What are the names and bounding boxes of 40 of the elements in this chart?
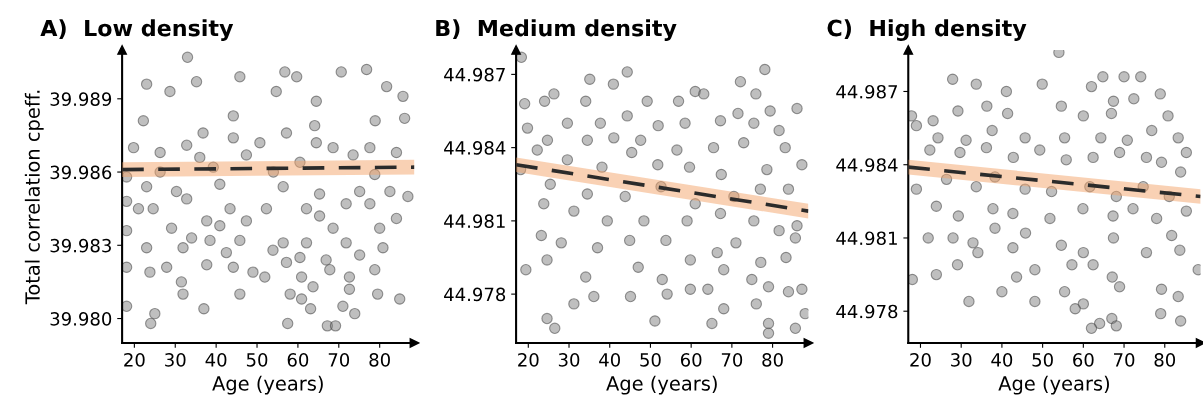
- x-tick-label: 70: [1114, 352, 1135, 367]
- y-axis-title: Total correlation cpeff.: [24, 90, 44, 305]
- x-tick-label: 60: [287, 352, 309, 367]
- x-axis-title: Age (years): [606, 375, 717, 395]
- x-tick-label: 30: [558, 352, 580, 367]
- y-tick-label: 44.978: [444, 287, 506, 302]
- y-tick-label: 44.984: [444, 141, 506, 155]
- x-tick-label: 20: [124, 352, 145, 367]
- y-tick-label: 44.981: [836, 231, 897, 246]
- x-axis-title: Age (years): [998, 375, 1109, 395]
- y-tick-label: 44.987: [836, 84, 897, 99]
- x-tick-label: 80: [369, 352, 390, 367]
- x-tick-label: 60: [1073, 352, 1094, 367]
- x-tick-label: 40: [205, 352, 227, 367]
- x-tick-label: 80: [1154, 352, 1176, 367]
- x-tick-label: 50: [1032, 352, 1053, 367]
- y-tick-label: 39.983: [50, 238, 111, 253]
- x-tick-label: 20: [910, 352, 931, 367]
- y-tick-label: 44.978: [836, 304, 898, 319]
- x-tick-label: 30: [165, 352, 186, 367]
- x-axis-title: Age (years): [212, 375, 323, 395]
- x-tick-label: 40: [991, 352, 1013, 367]
- y-tick-label: 39.989: [50, 92, 112, 106]
- x-tick-label: 50: [640, 352, 661, 367]
- y-tick-label: 39.986: [50, 165, 112, 180]
- x-tick-label: 40: [599, 352, 621, 367]
- x-tick-label: 20: [518, 352, 539, 367]
- chart-title: C) High density: [827, 19, 1027, 41]
- y-tick-label: 44.987: [444, 67, 505, 82]
- x-tick-label: 70: [328, 352, 350, 367]
- y-tick-label: 44.984: [836, 158, 898, 172]
- x-tick-label: 80: [762, 352, 783, 367]
- x-tick-label: 60: [680, 352, 702, 367]
- y-tick-label: 39.980: [50, 312, 112, 326]
- y-tick-label: 44.981: [444, 214, 505, 228]
- x-tick-label: 30: [951, 352, 972, 367]
- chart-title: A) Low density: [40, 19, 234, 41]
- x-tick-label: 70: [721, 352, 743, 367]
- x-tick-label: 50: [246, 352, 268, 367]
- chart-title: B) Medium density: [436, 19, 677, 41]
